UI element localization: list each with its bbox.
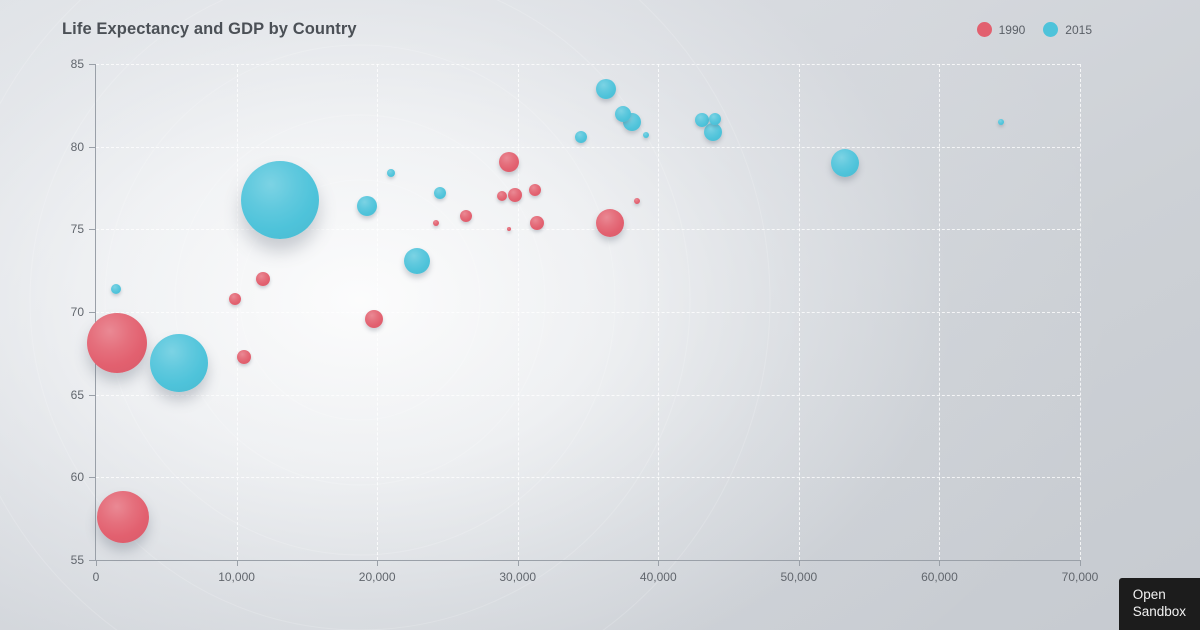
bubble-point[interactable] <box>596 78 617 99</box>
legend-swatch-1990 <box>976 22 992 37</box>
open-sandbox-button[interactable]: Open Sandbox <box>1118 578 1200 630</box>
bubble-point[interactable] <box>708 112 721 125</box>
bubble-point[interactable] <box>229 292 242 305</box>
bubble-point[interactable] <box>528 183 541 196</box>
open-sandbox-line1: Open <box>1132 587 1166 602</box>
x-tick <box>798 560 800 566</box>
bubble-point[interactable] <box>615 105 632 122</box>
bubble-point[interactable] <box>433 219 440 226</box>
bubble-point[interactable] <box>507 187 522 202</box>
gridline-horizontal <box>96 146 1080 148</box>
y-tick-label: 80 <box>70 139 84 154</box>
x-tick <box>939 560 941 566</box>
bubble-point[interactable] <box>634 198 641 205</box>
y-tick <box>89 312 95 313</box>
bubble-point[interactable] <box>387 169 396 178</box>
bubble-point[interactable] <box>434 186 447 199</box>
bubble-layer <box>87 64 1080 560</box>
legend-item-1990[interactable]: 1990 <box>976 22 1026 37</box>
legend-swatch-2015 <box>1043 22 1059 37</box>
x-tick-label: 10,000 <box>218 570 255 584</box>
bubble-point[interactable] <box>499 151 520 172</box>
x-tick-label: 30,000 <box>499 570 537 584</box>
gridline-vertical <box>517 64 519 560</box>
x-tick-label: 50,000 <box>780 570 818 584</box>
bubble-point[interactable] <box>704 122 723 141</box>
y-axis-line <box>95 64 96 561</box>
x-tick <box>658 560 660 566</box>
gridline-horizontal <box>96 64 1080 65</box>
bubble-point[interactable] <box>998 118 1005 125</box>
bubble-point[interactable] <box>694 113 709 128</box>
bubble-point[interactable] <box>357 196 378 217</box>
bubble-point[interactable] <box>497 191 508 202</box>
y-tick-label: 70 <box>70 305 84 319</box>
legend-label-1990: 1990 <box>998 22 1026 37</box>
y-tick <box>89 146 95 148</box>
bubble-point[interactable] <box>831 149 860 178</box>
bubble-point[interactable] <box>530 215 545 230</box>
x-tick-label: 0 <box>92 570 100 584</box>
gridline-vertical <box>939 64 941 560</box>
gridline-vertical <box>1080 64 1081 560</box>
page-title: Life Expectancy and GDP by Country <box>62 20 357 38</box>
x-axis-line <box>96 560 1081 561</box>
bubble-point[interactable] <box>236 349 251 364</box>
y-tick <box>89 229 95 231</box>
bubble-point[interactable] <box>574 130 587 143</box>
gridline-horizontal <box>96 312 1080 313</box>
bubble-point[interactable] <box>87 313 148 374</box>
y-tick <box>89 560 95 561</box>
legend-item-2015[interactable]: 2015 <box>1043 22 1092 37</box>
y-tick-label: 85 <box>70 57 84 71</box>
x-tick <box>236 560 238 566</box>
gridline-horizontal <box>96 229 1080 231</box>
gridline-vertical <box>798 64 800 560</box>
bubble-point[interactable] <box>96 491 149 543</box>
bubble-point[interactable] <box>403 247 430 274</box>
bubble-point[interactable] <box>507 227 512 232</box>
x-tick <box>377 560 379 566</box>
gridline-vertical <box>658 64 660 560</box>
bubble-point[interactable] <box>365 309 384 328</box>
bubble-point[interactable] <box>596 208 625 237</box>
y-tick-label: 75 <box>70 222 84 237</box>
x-tick-label: 70,000 <box>1061 570 1099 584</box>
y-tick <box>89 64 95 65</box>
x-tick <box>517 560 519 566</box>
y-tick-label: 55 <box>70 553 84 567</box>
x-tick-label: 60,000 <box>921 570 958 584</box>
x-tick-label: 40,000 <box>639 570 677 584</box>
bubble-point[interactable] <box>149 334 208 393</box>
legend-label-2015: 2015 <box>1065 22 1092 37</box>
legend: 1990 2015 <box>976 22 1092 37</box>
x-tick <box>96 560 97 566</box>
bubble-point[interactable] <box>256 271 271 286</box>
plot-area: 55 60 65 70 75 80 85 0 10,000 20,000 30,000 40,000… <box>71 57 1099 584</box>
open-sandbox-line2: Sandbox <box>1132 604 1186 619</box>
y-tick <box>89 477 95 479</box>
bubble-point[interactable] <box>642 132 649 139</box>
gridline-horizontal <box>96 477 1080 479</box>
x-tick <box>1080 560 1081 566</box>
bubble-point[interactable] <box>459 210 472 223</box>
y-tick-label: 60 <box>70 470 84 485</box>
bubble-point[interactable] <box>110 283 121 294</box>
bubble-point[interactable] <box>241 160 320 239</box>
gridline-horizontal <box>96 394 1080 396</box>
y-tick <box>89 394 95 396</box>
x-tick-label: 20,000 <box>358 570 396 584</box>
y-tick-label: 65 <box>70 387 84 402</box>
gridline-vertical <box>236 64 238 560</box>
